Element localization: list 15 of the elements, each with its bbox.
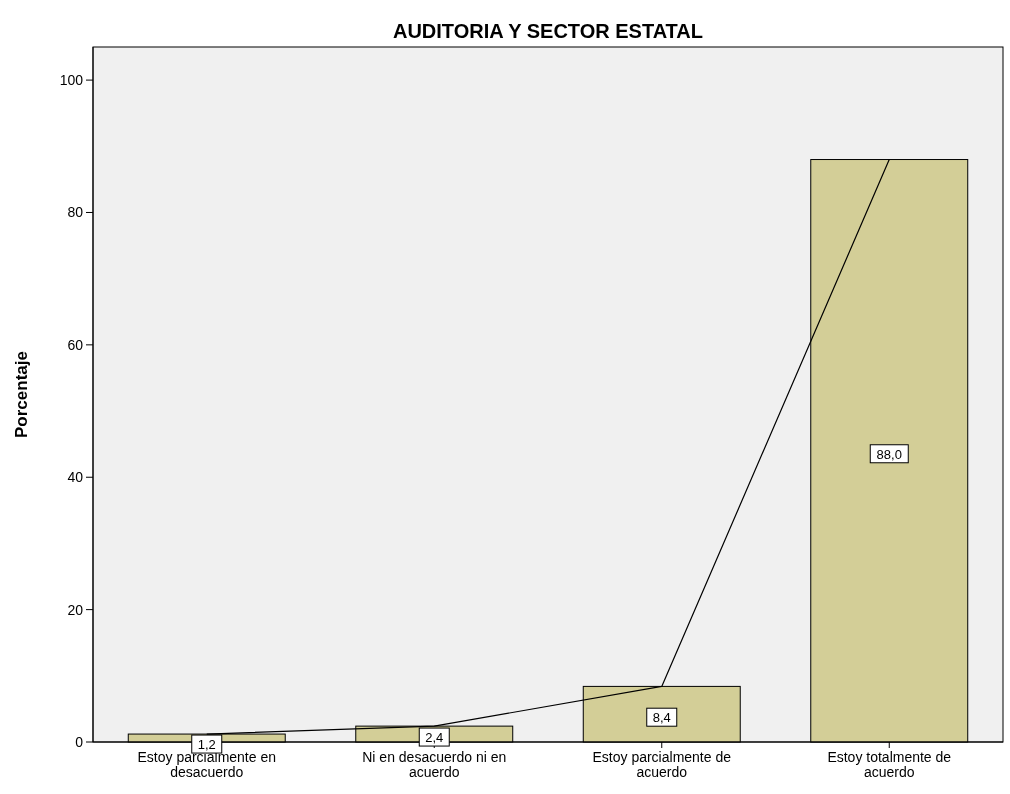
data-label: 8,4 bbox=[652, 710, 671, 726]
y-tick-label: 0 bbox=[75, 734, 84, 750]
x-tick-label: Estoy parcialmente en desacuerdo bbox=[137, 749, 277, 780]
y-tick-label: 20 bbox=[67, 601, 84, 618]
data-label: 88,0 bbox=[876, 446, 902, 462]
y-axis-title: Porcentaje bbox=[12, 351, 31, 438]
y-tick-label: 80 bbox=[67, 204, 84, 221]
y-tick-label: 100 bbox=[59, 72, 84, 89]
data-label: 2,4 bbox=[425, 730, 444, 746]
x-tick-label: Estoy parcialmente de acuerdo bbox=[592, 749, 732, 780]
y-tick-label: 40 bbox=[67, 469, 84, 486]
y-tick-label: 60 bbox=[67, 336, 84, 353]
x-tick-label: Ni en desacuerdo ni en acuerdo bbox=[362, 749, 507, 780]
x-tick-label: Estoy totalmente de acuerdo bbox=[827, 749, 952, 780]
chart-title: AUDITORIA Y SECTOR ESTATAL bbox=[392, 20, 704, 42]
